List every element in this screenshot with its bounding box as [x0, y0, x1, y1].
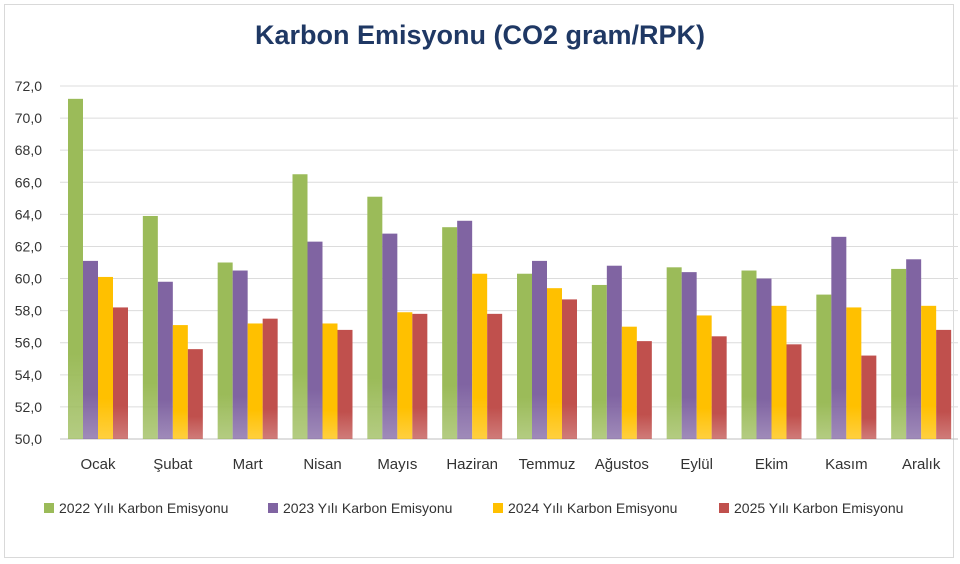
legend-label: 2022 Yılı Karbon Emisyonu: [59, 500, 228, 516]
x-axis-categories: Ocak Şubat Mart Nisan Mayıs Haziran Temmuz Ağus…: [80, 456, 940, 473]
y-tick-label: 68,0: [15, 142, 42, 158]
bar-3: [621, 326, 637, 439]
legend-swatch: [719, 503, 729, 513]
x-category-label: Haziran: [446, 456, 498, 473]
y-tick-label: 50,0: [15, 431, 42, 447]
bar-2: [232, 270, 248, 439]
bar-2: [756, 278, 772, 439]
bar-4: [113, 307, 128, 439]
legend: 2022 Yılı Karbon Emisyonu 2023 Yılı Karbo…: [44, 500, 903, 516]
y-tick-label: 62,0: [15, 238, 42, 254]
bar-3: [472, 273, 488, 439]
bar-1: [891, 268, 907, 439]
x-category-label: Ocak: [80, 456, 116, 473]
legend-label: 2025 Yılı Karbon Emisyonu: [734, 500, 903, 516]
x-category-label: Aralık: [902, 456, 941, 473]
bar-3: [322, 323, 338, 439]
y-tick-label: 72,0: [15, 78, 42, 94]
bar-2: [83, 260, 98, 439]
legend-swatch: [44, 503, 54, 513]
bar-1: [292, 174, 308, 439]
bar-4: [562, 299, 577, 439]
bar-4: [187, 349, 203, 439]
bar-4: [262, 318, 278, 439]
legend-label: 2024 Yılı Karbon Emisyonu: [508, 500, 677, 516]
y-tick-label: 60,0: [15, 271, 42, 287]
y-tick-label: 52,0: [15, 399, 42, 415]
bar-2: [681, 272, 697, 439]
bar-4: [412, 313, 428, 439]
x-category-label: Eylül: [680, 456, 713, 473]
legend-label: 2023 Yılı Karbon Emisyonu: [283, 500, 452, 516]
legend-swatch: [268, 503, 278, 513]
x-category-label: Mayıs: [377, 456, 417, 473]
bar-2: [157, 281, 173, 439]
y-tick-label: 66,0: [15, 174, 42, 190]
bars: [68, 98, 952, 439]
bar-4: [711, 336, 727, 439]
legend-swatch: [493, 503, 503, 513]
bar-3: [846, 307, 862, 439]
y-tick-label: 56,0: [15, 335, 42, 351]
x-category-label: Şubat: [153, 456, 193, 473]
bar-3: [547, 288, 562, 439]
y-tick-label: 64,0: [15, 206, 42, 222]
bar-3: [98, 276, 113, 439]
bar-4: [636, 341, 652, 439]
bar-1: [142, 215, 158, 439]
bar-1: [666, 267, 682, 439]
y-tick-label: 54,0: [15, 367, 42, 383]
x-category-label: Kasım: [825, 456, 868, 473]
bar-1: [68, 98, 83, 439]
bar-2: [457, 220, 473, 439]
bar-4: [487, 313, 503, 439]
bar-4: [936, 329, 952, 439]
bar-4: [786, 344, 802, 439]
bar-1: [217, 262, 233, 439]
bar-1: [741, 270, 757, 439]
bar-3: [696, 315, 712, 439]
bar-2: [307, 241, 323, 439]
bar-2: [831, 236, 847, 439]
bar-3: [397, 312, 413, 439]
y-axis-ticks: 50,0 52,0 54,0 56,0 58,0 60,0 62,0 64,0 66,0 68,0…: [15, 78, 42, 447]
bar-3: [172, 325, 188, 439]
bar-1: [367, 196, 383, 439]
bar-1: [442, 227, 458, 439]
bar-4: [337, 329, 353, 439]
bar-1: [591, 284, 607, 439]
bar-3: [247, 323, 263, 439]
bar-2: [906, 259, 922, 439]
y-tick-label: 70,0: [15, 110, 42, 126]
grid-lines: [60, 85, 958, 440]
x-category-label: Ekim: [755, 456, 788, 473]
bar-4: [861, 355, 877, 439]
bar-2: [532, 260, 547, 439]
x-category-label: Ağustos: [595, 456, 649, 473]
bar-3: [921, 305, 937, 439]
bar-2: [382, 233, 398, 439]
bar-1: [517, 273, 532, 439]
x-category-label: Temmuz: [519, 456, 576, 473]
bar-2: [606, 265, 622, 439]
chart-title: Karbon Emisyonu (CO2 gram/RPK): [254, 20, 706, 50]
x-category-label: Nisan: [303, 456, 341, 473]
bar-3: [771, 305, 787, 439]
bar-1: [816, 294, 832, 439]
x-category-label: Mart: [233, 456, 264, 473]
y-tick-label: 58,0: [15, 303, 42, 319]
